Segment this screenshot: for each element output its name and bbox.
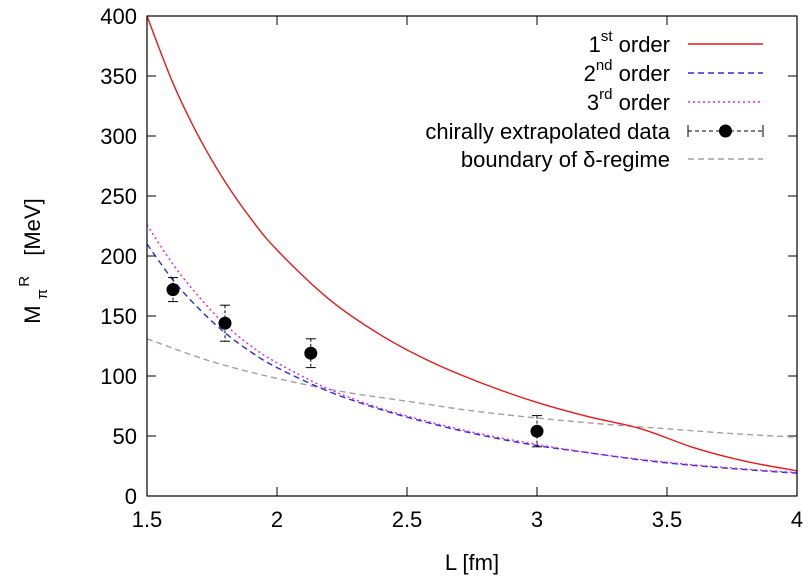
legend-label: chirally extrapolated data (425, 119, 670, 144)
data-point (218, 304, 232, 342)
y-tick-label: 150 (100, 304, 137, 329)
legend-label-main: chirally extrapolated data (425, 119, 670, 144)
data-points (166, 277, 544, 448)
y-tick-label: 350 (100, 64, 137, 89)
y-axis-label-sup: R (16, 276, 33, 287)
legend-label: 1st order (589, 28, 670, 57)
y-axis-label-unit: [MeV] (20, 198, 45, 255)
y-tick-label: 250 (100, 184, 137, 209)
x-tick-label: 1.5 (132, 507, 163, 532)
data-point-marker (304, 346, 318, 360)
legend-label-sup: rd (599, 86, 612, 103)
legend-label: 3rd order (587, 86, 670, 115)
x-tick-label: 2 (271, 507, 283, 532)
x-tick-label: 2.5 (392, 507, 423, 532)
legend-label-suffix: order (613, 90, 670, 115)
legend-label-suffix: order (613, 32, 670, 57)
x-axis-label: L [fm] (445, 550, 499, 575)
legend-label-main: 1 (589, 32, 601, 57)
legend-label-suffix: order (613, 61, 670, 86)
plot-frame (146, 15, 798, 497)
legend-label-main: boundary of δ-regime (461, 147, 670, 172)
legend-label-main: 3 (587, 90, 599, 115)
data-point-marker (166, 283, 180, 297)
legend-swatch-marker (719, 124, 732, 138)
series-line-4 (146, 338, 798, 438)
tick-labels: 1.5 2 2.5 3 3.5 4 0 50 100 150 200 250 300 350 400 (100, 4, 803, 532)
legend-label: 2nd order (584, 57, 670, 86)
data-point-marker (530, 424, 544, 438)
x-tick-label: 3 (531, 507, 543, 532)
y-tick-label: 200 (100, 244, 137, 269)
data-point (530, 415, 544, 448)
plot-curves (146, 15, 798, 474)
data-point (304, 338, 318, 369)
legend-label-sup: st (601, 28, 614, 45)
legend-label-sup: nd (596, 57, 613, 74)
axis-ticks (146, 15, 798, 497)
series-line-0 (146, 15, 798, 472)
data-point-marker (218, 316, 232, 330)
series-line-1 (146, 243, 798, 474)
y-axis-label-main: M (20, 305, 45, 323)
y-axis-label: M π R [MeV] (9, 198, 52, 323)
y-tick-label: 400 (100, 4, 137, 29)
y-tick-label: 0 (125, 484, 137, 509)
x-tick-label: 4 (791, 507, 803, 532)
data-point (166, 277, 180, 303)
x-tick-label: 3.5 (652, 507, 683, 532)
legend-label-main: 2 (584, 61, 596, 86)
legend-label: boundary of δ-regime (461, 147, 670, 172)
y-tick-label: 50 (113, 424, 137, 449)
y-axis-label-sub: π (34, 289, 51, 299)
y-tick-label: 100 (100, 364, 137, 389)
y-tick-label: 300 (100, 124, 137, 149)
series-line-2 (146, 224, 798, 474)
